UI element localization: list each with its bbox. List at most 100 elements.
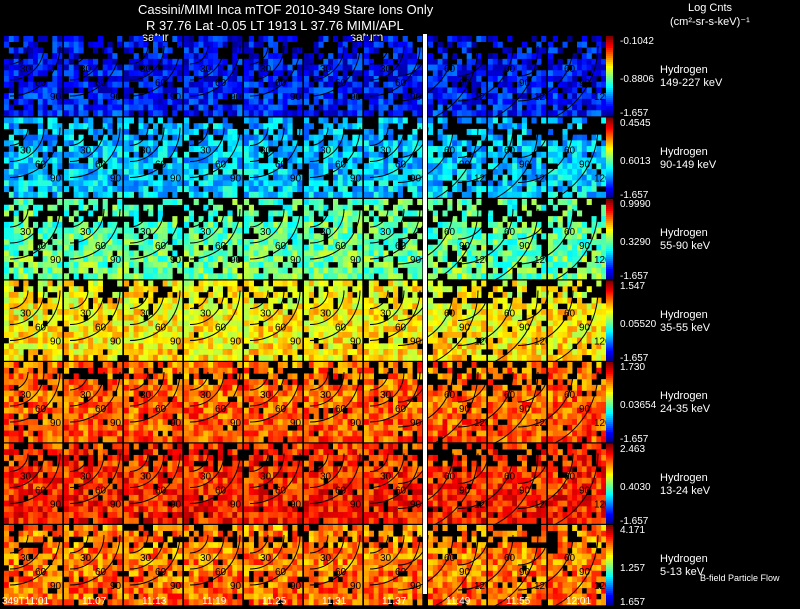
heatmap-cell <box>273 53 279 60</box>
heatmap-cell <box>18 174 24 181</box>
heatmap-cell <box>282 36 288 43</box>
heatmap-cell <box>397 163 403 170</box>
heatmap-cell <box>437 64 443 71</box>
heatmap-cell <box>83 261 89 268</box>
heatmap-cell <box>357 146 363 153</box>
heatmap-cell <box>217 309 223 316</box>
heatmap-cell <box>357 221 363 228</box>
heatmap-cell <box>8 326 14 333</box>
heatmap-cell <box>73 81 79 88</box>
heatmap-cell <box>368 250 374 257</box>
heatmap-cell <box>128 36 134 43</box>
heatmap-cell <box>124 250 130 257</box>
heatmap-cell <box>347 267 353 274</box>
heatmap-cell <box>177 326 183 333</box>
contour-label: 90 <box>459 160 471 171</box>
heatmap-cell <box>552 93 558 100</box>
heatmap-cell <box>337 297 343 304</box>
heatmap-cell <box>28 326 34 333</box>
heatmap-cell <box>198 297 204 304</box>
heatmap-cell <box>572 244 578 251</box>
heatmap-cell <box>28 210 34 217</box>
heatmap-cell <box>88 320 94 327</box>
heatmap-cell <box>373 221 379 228</box>
heatmap-cell <box>428 36 434 43</box>
heatmap-cell <box>277 117 283 124</box>
heatmap-cell <box>531 233 537 240</box>
heatmap-cell <box>297 157 303 164</box>
contour-label: 30 <box>380 64 392 75</box>
heatmap-cell <box>244 70 250 77</box>
heatmap-cell <box>18 303 24 310</box>
heatmap-cell <box>184 128 190 135</box>
contour-label: 30 <box>200 146 212 157</box>
heatmap-cell <box>323 314 329 321</box>
heatmap-cell <box>502 104 508 111</box>
heatmap-cell <box>417 36 423 43</box>
heatmap-cell <box>167 163 173 170</box>
heatmap-cell <box>457 151 463 158</box>
heatmap-cell <box>461 157 467 164</box>
heatmap-cell <box>383 227 389 234</box>
heatmap-cell <box>601 250 607 257</box>
heatmap-cell <box>383 140 389 147</box>
contour-line <box>69 45 89 65</box>
contour-label: 30 <box>20 309 32 320</box>
heatmap-cell <box>488 123 494 130</box>
heatmap-cell <box>393 47 399 54</box>
heatmap-cell <box>47 140 53 147</box>
heatmap-cell <box>52 76 58 83</box>
heatmap-cell <box>304 134 310 141</box>
heatmap-cell <box>107 64 113 71</box>
heatmap-cell <box>203 93 209 100</box>
heatmap-cell <box>112 151 118 158</box>
heatmap-cell <box>507 140 513 147</box>
heatmap-cell <box>203 81 209 88</box>
heatmap-cell <box>148 210 154 217</box>
heatmap-cell <box>357 157 363 164</box>
heatmap-cell <box>481 87 487 94</box>
heatmap-cell <box>378 70 384 77</box>
heatmap-cell <box>263 227 269 234</box>
heatmap-cell <box>461 64 467 71</box>
heatmap-cell <box>268 343 274 350</box>
heatmap-cell <box>133 233 139 240</box>
heatmap-cell <box>297 297 303 304</box>
heatmap-cell <box>536 256 542 263</box>
heatmap-cell <box>4 309 10 316</box>
heatmap-cell <box>18 180 24 187</box>
heatmap-cell <box>193 104 199 111</box>
colorbar-segment <box>606 50 613 53</box>
heatmap-cell <box>78 168 84 175</box>
heatmap-cell <box>323 191 329 198</box>
heatmap-cell <box>412 174 418 181</box>
heatmap-cell <box>237 337 243 344</box>
heatmap-cell <box>124 76 130 83</box>
heatmap-cell <box>337 123 343 130</box>
heatmap-cell <box>412 70 418 77</box>
contour-label: 60 <box>35 323 47 334</box>
heatmap-cell <box>342 280 348 287</box>
heatmap-cell <box>342 70 348 77</box>
heatmap-cell <box>323 280 329 287</box>
heatmap-cell <box>162 239 168 246</box>
heatmap-cell <box>552 191 558 198</box>
heatmap-cell <box>57 87 63 94</box>
heatmap-cell <box>328 216 334 223</box>
heatmap-cell <box>333 280 339 287</box>
heatmap-cell <box>548 239 554 246</box>
heatmap-cell <box>447 76 453 83</box>
heatmap-cell <box>548 256 554 263</box>
heatmap-cell <box>232 70 238 77</box>
heatmap-cell <box>68 163 74 170</box>
heatmap-cell <box>287 303 293 310</box>
heatmap-cell <box>442 233 448 240</box>
heatmap-cell <box>18 81 24 88</box>
heatmap-cell <box>258 221 264 228</box>
heatmap-cell <box>562 191 568 198</box>
heatmap-cell <box>258 343 264 350</box>
heatmap-cell <box>323 320 329 327</box>
colorbar-segment <box>606 40 613 43</box>
heatmap-cell <box>297 233 303 240</box>
heatmap-cell <box>466 93 472 100</box>
